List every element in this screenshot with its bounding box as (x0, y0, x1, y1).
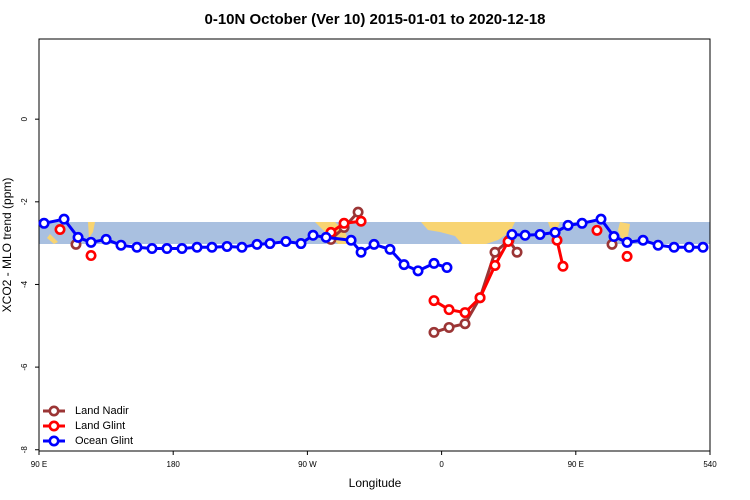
point (428, 295, 440, 307)
point (384, 243, 396, 255)
point (441, 262, 453, 274)
point (511, 246, 523, 258)
x-axis-label: Longitude (349, 476, 402, 490)
point (54, 224, 66, 236)
chart-title: 0-10N October (Ver 10) 2015-01-01 to 202… (204, 11, 545, 28)
point (131, 241, 143, 253)
point (459, 318, 471, 330)
point (489, 259, 501, 271)
point (489, 246, 501, 258)
y-tick-label: -8 (20, 446, 29, 454)
point (338, 217, 350, 229)
y-axis-label: XCO2 - MLO trend (ppm) (0, 178, 14, 313)
point (355, 215, 367, 227)
point (652, 239, 664, 251)
legend-label: Ocean Glint (75, 435, 133, 447)
point (557, 260, 569, 272)
point (161, 243, 173, 255)
point (264, 238, 276, 250)
point (621, 236, 633, 248)
point (251, 238, 263, 250)
point (668, 241, 680, 253)
point (591, 224, 603, 236)
point (355, 246, 367, 258)
point (85, 250, 97, 262)
point (519, 229, 531, 241)
point (176, 243, 188, 255)
x-tick-label: 0 (439, 460, 444, 469)
y-tick-label: -4 (20, 280, 29, 288)
point (115, 239, 127, 251)
point (412, 265, 424, 277)
point (221, 240, 233, 252)
point (595, 213, 607, 225)
x-tick-label: 90 E (568, 460, 584, 469)
point (683, 241, 695, 253)
x-tick-label: 90 W (298, 460, 317, 469)
point (428, 257, 440, 269)
x-tick-label: 180 (167, 460, 181, 469)
point (58, 213, 70, 225)
point (506, 228, 518, 240)
point (534, 228, 546, 240)
point (38, 217, 50, 229)
y-tick-label: -2 (20, 198, 29, 206)
legend-label: Land Nadir (75, 405, 129, 417)
point (345, 234, 357, 246)
legend-label: Land Glint (75, 420, 125, 432)
y-tick-label: -6 (20, 363, 29, 371)
x-tick-label: 90 E (31, 460, 47, 469)
point (621, 250, 633, 262)
point (576, 217, 588, 229)
plot-frame (38, 38, 711, 452)
legend-marker (48, 405, 60, 417)
point (368, 238, 380, 250)
point (72, 231, 84, 243)
point (398, 259, 410, 271)
point (428, 326, 440, 338)
point (637, 234, 649, 246)
point (85, 236, 97, 248)
point (307, 229, 319, 241)
point (549, 226, 561, 238)
point (459, 307, 471, 319)
point (443, 304, 455, 316)
point (443, 321, 455, 333)
point (280, 235, 292, 247)
point (697, 241, 709, 253)
point (206, 241, 218, 253)
y-tick-label: 0 (20, 116, 29, 121)
point (608, 231, 620, 243)
point (236, 241, 248, 253)
legend-marker (48, 435, 60, 447)
point (474, 292, 486, 304)
point (100, 233, 112, 245)
point (320, 231, 332, 243)
point (191, 241, 203, 253)
point (146, 243, 158, 255)
x-tick-label: 540 (703, 460, 717, 469)
point (562, 219, 574, 231)
point (295, 238, 307, 250)
legend-marker (48, 420, 60, 432)
point (352, 206, 364, 218)
